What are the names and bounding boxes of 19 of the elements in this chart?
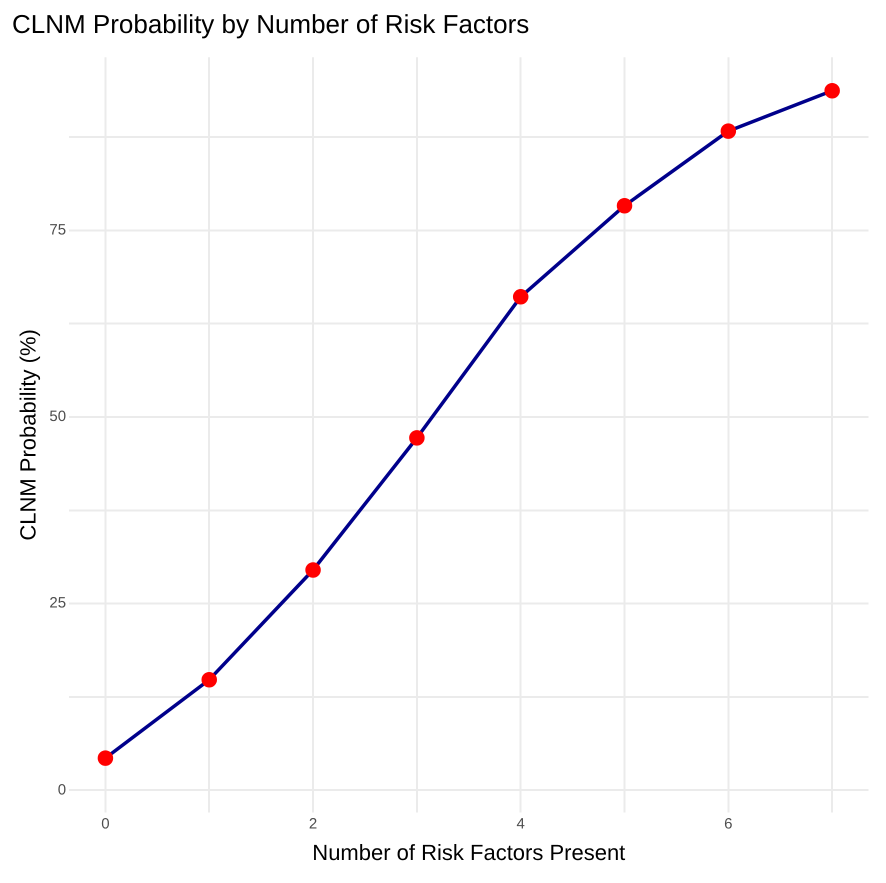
x-tick-label: 6 <box>724 816 733 833</box>
y-tick-label: 75 <box>49 222 66 239</box>
point <box>98 750 114 766</box>
x-tick-label: 2 <box>308 816 318 833</box>
x-tick-label: 0 <box>101 816 110 833</box>
point <box>305 562 321 578</box>
x-axis-title: Number of Risk Factors Present <box>312 840 626 865</box>
point <box>616 198 632 214</box>
point <box>201 672 217 688</box>
y-tick-label: 50 <box>49 408 66 426</box>
point <box>409 430 425 446</box>
chart-title: CLNM Probability by Number of Risk Factors <box>12 8 530 39</box>
point <box>720 123 736 139</box>
y-tick-label: 25 <box>49 594 66 612</box>
x-tick-label: 4 <box>516 816 525 833</box>
y-tick-label: 0 <box>58 781 66 798</box>
point <box>824 83 840 99</box>
y-axis-title: CLNM Probability (%) <box>15 329 40 541</box>
point <box>512 289 528 305</box>
